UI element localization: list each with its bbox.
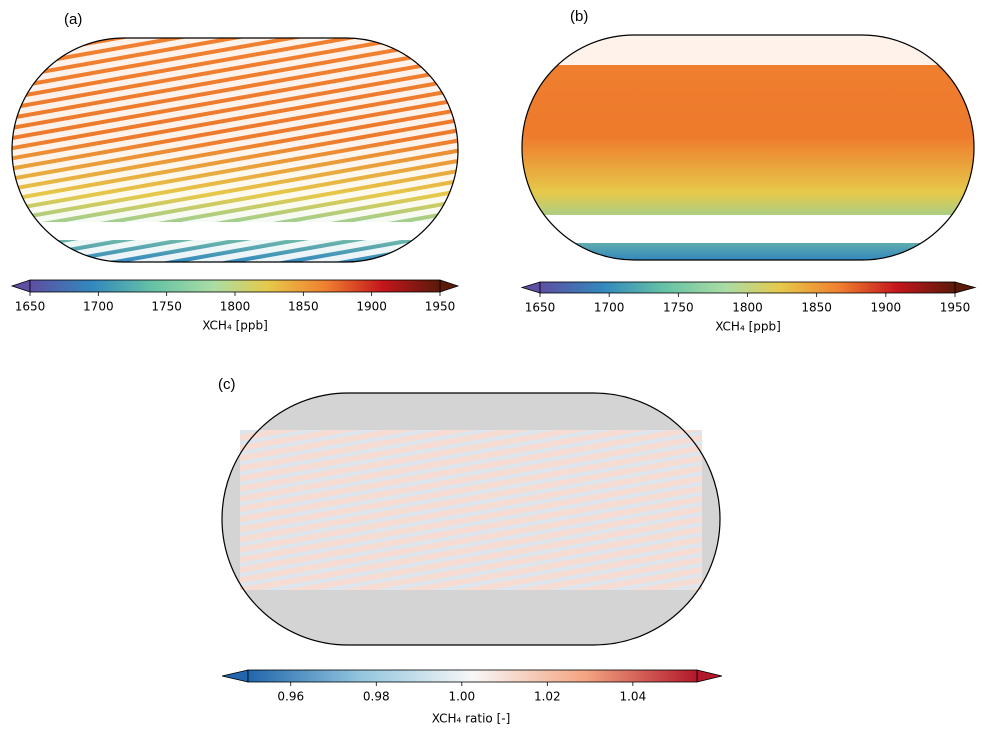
tick-label: 1950 bbox=[940, 301, 971, 315]
tick-label: 1850 bbox=[801, 301, 832, 315]
tick-label: 1700 bbox=[594, 301, 625, 315]
panel-label: (a) bbox=[64, 11, 82, 28]
tick-label: 1750 bbox=[151, 300, 182, 314]
panel-label: (b) bbox=[570, 8, 588, 25]
tick-label: 1900 bbox=[871, 301, 902, 315]
tick-label: 1950 bbox=[425, 300, 456, 314]
tick-label: 1650 bbox=[525, 301, 556, 315]
tick-label: 0.96 bbox=[277, 690, 304, 704]
map-b bbox=[521, 34, 975, 261]
colorbar-extend bbox=[221, 669, 249, 683]
tick-label: 1650 bbox=[15, 300, 46, 314]
tick-label: 1750 bbox=[663, 301, 694, 315]
colorbar bbox=[247, 669, 698, 683]
panel-label: (c) bbox=[218, 376, 236, 393]
colorbar-label: XCH₄ [ppb] bbox=[202, 319, 268, 333]
tick-label: 1850 bbox=[288, 300, 319, 314]
colorbar bbox=[539, 281, 956, 294]
colorbar-extend bbox=[439, 279, 460, 293]
tick-label: 1900 bbox=[356, 300, 387, 314]
colorbar-extend bbox=[954, 281, 977, 294]
colorbar-extend bbox=[520, 281, 541, 294]
tick-label: 1.04 bbox=[619, 690, 646, 704]
tick-label: 0.98 bbox=[363, 690, 390, 704]
tick-label: 1800 bbox=[732, 301, 763, 315]
map-a bbox=[11, 37, 459, 263]
map-c bbox=[221, 392, 721, 646]
tick-label: 1.02 bbox=[534, 690, 561, 704]
tick-label: 1.00 bbox=[448, 690, 475, 704]
colorbar-extend bbox=[10, 279, 31, 293]
colorbar-label: XCH₄ [ppb] bbox=[715, 320, 781, 334]
tick-label: 1700 bbox=[83, 300, 114, 314]
colorbar-label: XCH₄ ratio [-] bbox=[432, 712, 511, 726]
colorbar-extend bbox=[696, 669, 723, 683]
tick-label: 1800 bbox=[220, 300, 251, 314]
colorbar bbox=[29, 279, 441, 293]
